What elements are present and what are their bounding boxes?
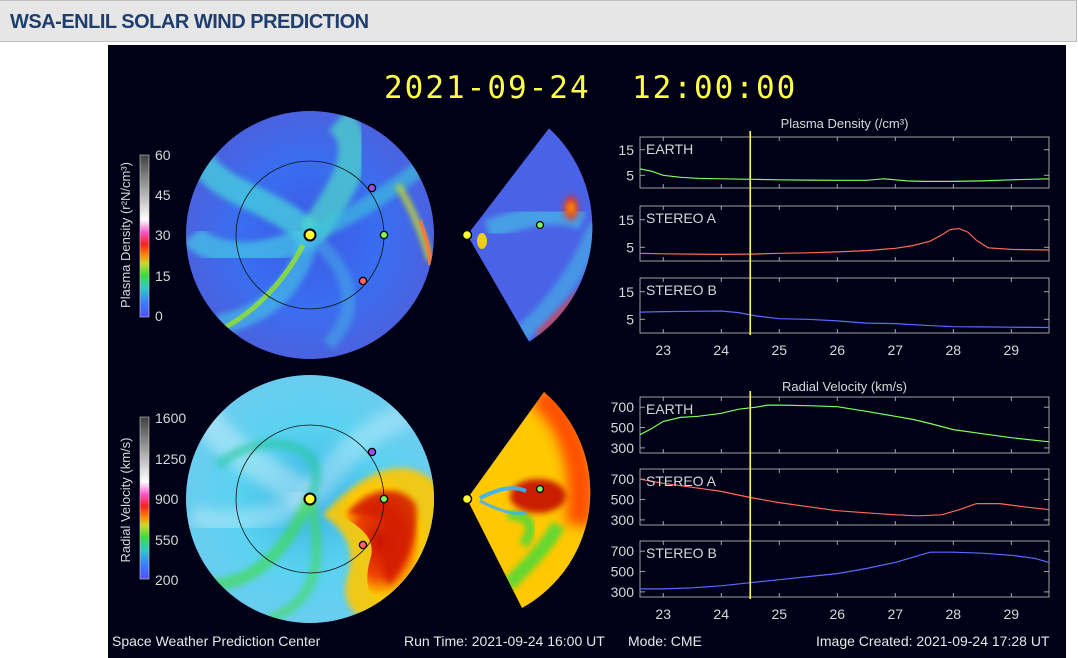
stereo-b-series-line: [639, 310, 1050, 329]
footer-run-time: Run Time: 2021-09-24 16:00 UT: [404, 633, 605, 649]
density-time-series-chart: Plasma Density (/cm³) 15 5 EARTH 15 5 STEREO A…: [618, 116, 1050, 358]
x-tick-label: 23: [655, 342, 671, 358]
earth-marker: [379, 230, 389, 240]
x-tick-label: 26: [829, 342, 845, 358]
y-tick-label: 15: [618, 212, 634, 228]
series-name-label: STEREO B: [646, 282, 717, 298]
y-tick-label: 700: [611, 399, 635, 415]
x-tick-label: 24: [713, 606, 729, 622]
velocity-colorbar: Radial Velocity (km/s) 1600 1250 900 550…: [118, 410, 186, 588]
density-colorbar-label: Plasma Density (r²N/cm³): [118, 162, 133, 308]
velocity-colorbar-label: Radial Velocity (km/s): [118, 438, 133, 563]
x-tick-label: 28: [945, 606, 961, 622]
x-tick-label: 23: [655, 606, 671, 622]
earth-marker: [379, 494, 389, 504]
density-meridional-map: [466, 127, 593, 343]
y-tick-label: 700: [611, 543, 635, 559]
stereo-b-marker: [367, 447, 377, 457]
velocity-panel-frame: [639, 396, 1050, 454]
y-tick-label: 15: [618, 284, 634, 300]
y-tick-label: 700: [611, 471, 635, 487]
x-tick-label: 24: [713, 342, 729, 358]
position-markers: [303, 183, 545, 550]
stereo-a-marker: [358, 540, 368, 550]
velocity-tick-label: 200: [155, 572, 179, 588]
y-tick-label: 15: [618, 142, 634, 158]
y-tick-label: 300: [611, 512, 635, 528]
y-tick-label: 500: [611, 420, 635, 436]
velocity-tick-label: 1600: [155, 410, 186, 426]
timestamp: 2021-09-24 12:00:00: [384, 70, 797, 106]
x-tick-label: 29: [1004, 342, 1020, 358]
y-tick-label: 5: [626, 311, 634, 327]
y-tick-label: 500: [611, 492, 635, 508]
page-header: WSA-ENLIL SOLAR WIND PREDICTION: [0, 0, 1077, 42]
earth-marker: [535, 484, 545, 494]
density-panel-frame: [639, 277, 1050, 334]
density-tick-label: 0: [155, 308, 163, 324]
velocity-panel-frame: [639, 540, 1050, 598]
sun-icon: [461, 493, 473, 505]
footer-mode: Mode: CME: [628, 633, 702, 649]
x-tick-label: 25: [771, 606, 787, 622]
velocity-panel-frame: [639, 468, 1050, 526]
earth-series-line: [639, 168, 1050, 182]
x-tick-label: 26: [829, 606, 845, 622]
velocity-tick-label: 900: [155, 491, 179, 507]
y-tick-label: 5: [626, 167, 634, 183]
density-tick-label: 15: [155, 268, 171, 284]
stereo-a-series-line: [639, 478, 1050, 517]
series-name-label: STEREO A: [646, 473, 717, 489]
density-colorbar-bar: [139, 154, 150, 318]
stereo-b-marker: [367, 183, 377, 193]
density-panel-frame: [639, 205, 1050, 262]
velocity-meridional-map: [467, 392, 591, 608]
stereo-a-series-line: [639, 227, 1050, 256]
series-name-label: EARTH: [646, 141, 693, 157]
sun-icon: [461, 229, 473, 241]
density-colorbar: Plasma Density (r²N/cm³) 60 45 30 15 0: [118, 147, 171, 324]
x-tick-label: 27: [887, 606, 903, 622]
density-tick-label: 45: [155, 187, 171, 203]
x-tick-label: 28: [945, 342, 961, 358]
sun-icon: [303, 492, 317, 506]
page-title: WSA-ENLIL SOLAR WIND PREDICTION: [10, 11, 369, 33]
x-tick-label: 29: [1004, 606, 1020, 622]
stereo-a-marker: [358, 276, 368, 286]
stereo-b-series-line: [640, 551, 1050, 590]
x-tick-label: 27: [887, 342, 903, 358]
earth-series-line: [639, 404, 1050, 443]
footer-image-created: Image Created: 2021-09-24 17:28 UT: [816, 633, 1050, 649]
y-tick-label: 300: [611, 440, 635, 456]
footer-organization: Space Weather Prediction Center: [112, 633, 321, 649]
series-name-label: STEREO B: [646, 545, 717, 561]
earth-marker: [535, 220, 545, 230]
density-tick-label: 60: [155, 147, 171, 163]
density-panel-frame: [639, 136, 1050, 189]
y-tick-label: 300: [611, 584, 635, 600]
y-tick-label: 500: [611, 564, 635, 580]
series-name-label: EARTH: [646, 401, 693, 417]
velocity-tick-label: 550: [155, 532, 179, 548]
density-tick-label: 30: [155, 227, 171, 243]
enlil-prediction-image: 2021-09-24 12:00:00 Plasma Density (r²N/…: [108, 45, 1066, 658]
y-tick-label: 5: [626, 239, 634, 255]
velocity-colorbar-bar: [139, 416, 150, 580]
series-name-label: STEREO A: [646, 210, 717, 226]
velocity-chart-title: Radial Velocity (km/s): [782, 379, 907, 394]
x-tick-label: 25: [771, 342, 787, 358]
velocity-tick-label: 1250: [155, 451, 186, 467]
sun-icon: [303, 228, 317, 242]
velocity-time-series-chart: Radial Velocity (km/s) 700 500 300 EARTH 700 5…: [611, 379, 1050, 622]
density-chart-title: Plasma Density (/cm³): [781, 116, 909, 131]
